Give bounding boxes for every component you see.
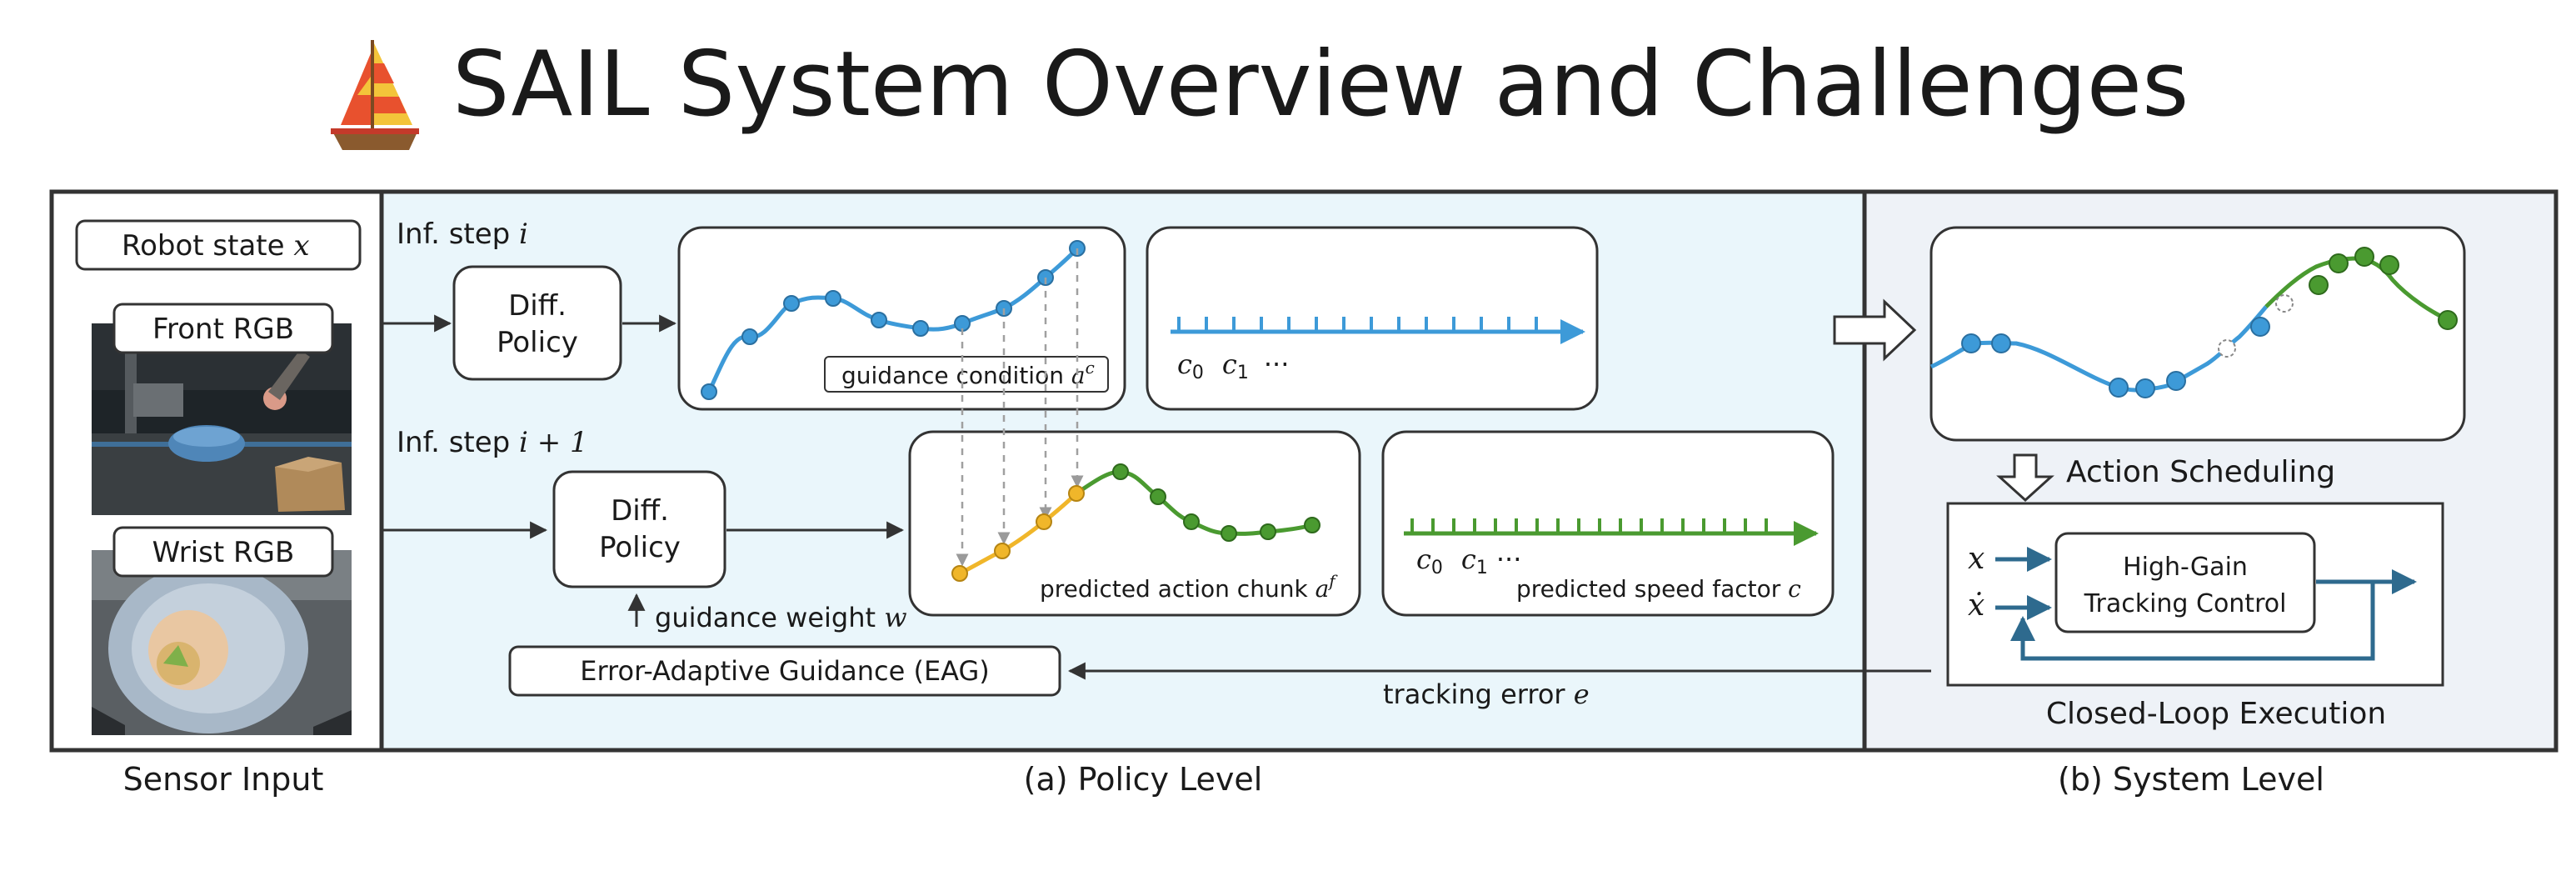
section-system-level: (b) System Level [2058,761,2324,798]
action-chunk-green-points [1112,463,1320,542]
action-point [1036,513,1052,530]
hollow-arrow-down [1996,453,2054,503]
action-point [1112,463,1129,480]
action-point [951,565,968,582]
guidance-point [825,290,841,307]
schedule-point [2218,339,2236,358]
action-scheduling-label: Action Scheduling [2066,455,2335,489]
schedule-point [2166,371,2186,391]
guidance-trajectory-line [706,247,1079,393]
guidance-point [741,328,758,345]
schedule-point [2309,275,2329,295]
section-sensor-input: Sensor Input [123,761,324,798]
predicted-action-chunk-label: predicted action chunk af [1040,571,1338,603]
guidance-point [701,383,717,400]
diff-policy-box-2: Diff. Policy [552,470,726,588]
outer-frame [49,189,2559,753]
tracking-error-label: tracking error e [1383,678,1590,710]
svg-text:Diff.: Diff. [611,494,669,528]
speed-ticks-blue [1177,317,1538,332]
svg-text:Wrist RGB: Wrist RGB [152,536,295,569]
robot-state-box: Robot state x [75,219,362,271]
inf-step-i-label: Inf. step i [397,218,528,251]
action-point [1304,517,1320,533]
speed-labels-2: c0 c1 ··· [1416,543,1521,578]
svg-text:Policy: Policy [599,531,681,564]
svg-text:Error-Adaptive Guidance (EAG): Error-Adaptive Guidance (EAG) [580,655,990,687]
svg-text:Diff.: Diff. [508,289,567,323]
closed-loop-label: Closed-Loop Execution [2046,697,2386,731]
x-var: x [1968,542,1984,576]
section-policy-level: (a) Policy Level [1024,761,1263,798]
action-chunk-yellow-points [951,485,1085,582]
action-point [1260,523,1276,540]
action-point [1183,513,1200,530]
schedule-point [2250,317,2270,337]
sailboat-icon [331,40,419,150]
eag-box: Error-Adaptive Guidance (EAG) [508,645,1061,697]
action-point [1068,485,1085,502]
schedule-point [1961,333,1981,353]
action-point [1221,525,1237,542]
robot-state-label: Robot state [122,229,285,263]
schedule-point [2379,255,2399,275]
predicted-speed-factor-label: predicted speed factor c [1516,575,1801,603]
speed-ticks-green [1410,518,1768,533]
schedule-point [2354,247,2374,267]
svg-text:High-Gain: High-Gain [2123,553,2248,582]
action-point [994,543,1011,559]
svg-text:Robot state x: Robot state x [122,229,310,263]
svg-text:Policy: Policy [497,326,578,359]
guidance-points [701,240,1086,400]
svg-text:Tracking Control: Tracking Control [2084,589,2287,618]
schedule-point [2135,378,2155,398]
projection-lines [956,248,1084,567]
robot-state-var: x [293,229,309,263]
schedule-skipped-points [2218,294,2294,358]
wrist-camera-image [92,550,352,735]
svg-text:guidance condition ac: guidance condition ac [841,358,1095,389]
action-chunk-yellow-line [958,492,1078,576]
speed-labels-1: c0 c1 ··· [1177,348,1289,383]
hollow-arrow-right [1833,298,1917,362]
schedule-trajectory-box [1930,226,2466,442]
guidance-weight-label: guidance weight w [655,602,907,633]
high-gain-tracking-box: High-Gain Tracking Control [2054,532,2316,633]
diff-policy-box-1: Diff. Policy [452,265,622,381]
schedule-point [2438,310,2458,330]
guidance-point [783,295,800,312]
guidance-condition-label: guidance condition ac [824,356,1109,393]
schedule-point [2329,253,2349,273]
guidance-point [912,320,929,337]
wrist-rgb-label: Wrist RGB [112,526,334,578]
predicted-action-chunk-box [908,430,1361,617]
schedule-point [2275,294,2294,313]
schedule-green-points [2309,247,2458,330]
svg-text:Front RGB: Front RGB [152,313,294,346]
schedule-blue-points [1961,317,2270,398]
inf-step-i1-label: Inf. step i + 1 [397,426,588,459]
action-point [1150,488,1166,505]
schedule-point [1991,333,2011,353]
speed-factor-box-2 [1381,430,1835,617]
guidance-point [871,312,887,328]
xdot-var: ẋ [1968,588,1984,623]
front-rgb-label: Front RGB [112,303,334,354]
feedback-loop-arrow [2010,582,2375,661]
schedule-point [2109,378,2129,398]
page-title: SAIL System Overview and Challenges [452,33,2189,137]
